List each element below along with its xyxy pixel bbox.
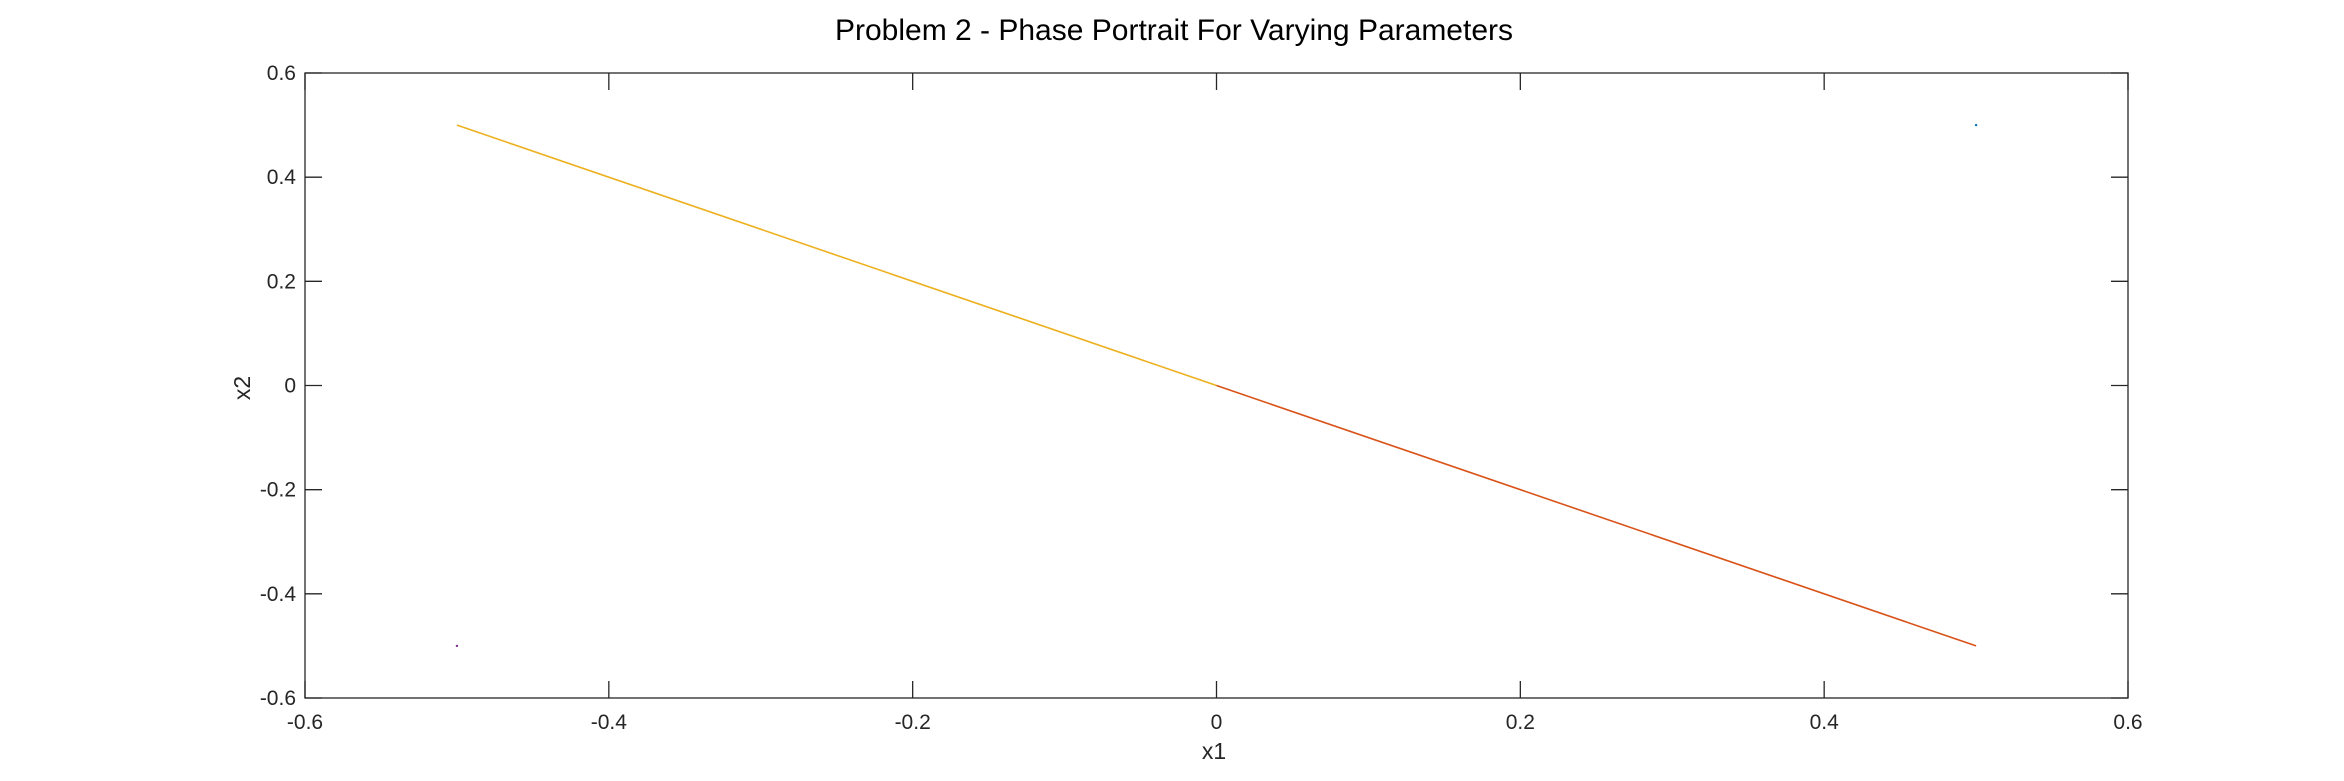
x-tick-label: -0.4 [591,711,628,734]
y-tick-label: 0.2 [267,270,296,293]
series-line-1 [456,124,1217,387]
ticks-group: -0.6 -0.4 -0.2 0 0.2 0.4 0.6 -0.6 -0.4 -0.2 0 0.2 0.… [260,62,2143,734]
x-tick-label: -0.6 [287,711,323,734]
plot-area: -0.6 -0.4 -0.2 0 0.2 0.4 0.6 -0.6 -0.4 -0.2 0 0.2 0.… [260,62,2143,734]
x-tick-label: 0.4 [1810,711,1840,734]
series-group [455,123,1978,648]
y-tick-label: -0.2 [260,479,296,502]
series-point-3 [1974,123,1978,127]
y-tick-label: -0.4 [260,583,297,606]
x-tick-label: 0.2 [1506,711,1535,734]
x-tick-label: 0.6 [2113,711,2142,734]
y-tick-label: -0.6 [260,687,296,710]
chart-title: Problem 2 - Phase Portrait For Varying P… [835,14,1513,47]
x-tick-label: -0.2 [895,711,931,734]
y-axis-label: x2 [229,376,255,400]
x-tick-label: 0 [1211,711,1223,734]
series-point-4 [455,644,459,648]
y-tick-label: 0 [284,375,296,398]
x-axis-label: x1 [1202,738,1226,764]
y-tick-label: 0.4 [267,166,297,189]
series-line-2 [1216,384,1977,647]
y-tick-label: 0.6 [267,62,296,85]
